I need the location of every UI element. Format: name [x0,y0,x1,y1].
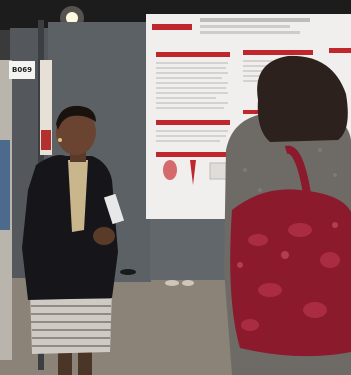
ceiling-light [66,12,78,24]
booth-number-sign: B069 [9,61,35,79]
listener [224,55,351,375]
poster-logo [152,24,192,30]
poster-section-header [329,48,351,53]
listener-hair [257,55,348,142]
presenter-head [56,109,96,155]
presenter-hair [56,105,96,130]
poster-section-header [243,50,313,55]
poster-section-header [156,120,230,125]
black-blazer [22,155,118,300]
poster-title [200,18,310,22]
presenter [22,105,125,375]
name-badge [103,193,125,225]
red-handbag [230,189,351,357]
poster-figure [163,160,177,180]
poster-figure [190,160,196,185]
poster-figure [209,162,227,180]
poster-section-header [156,52,230,57]
poster-section-header [156,152,230,157]
